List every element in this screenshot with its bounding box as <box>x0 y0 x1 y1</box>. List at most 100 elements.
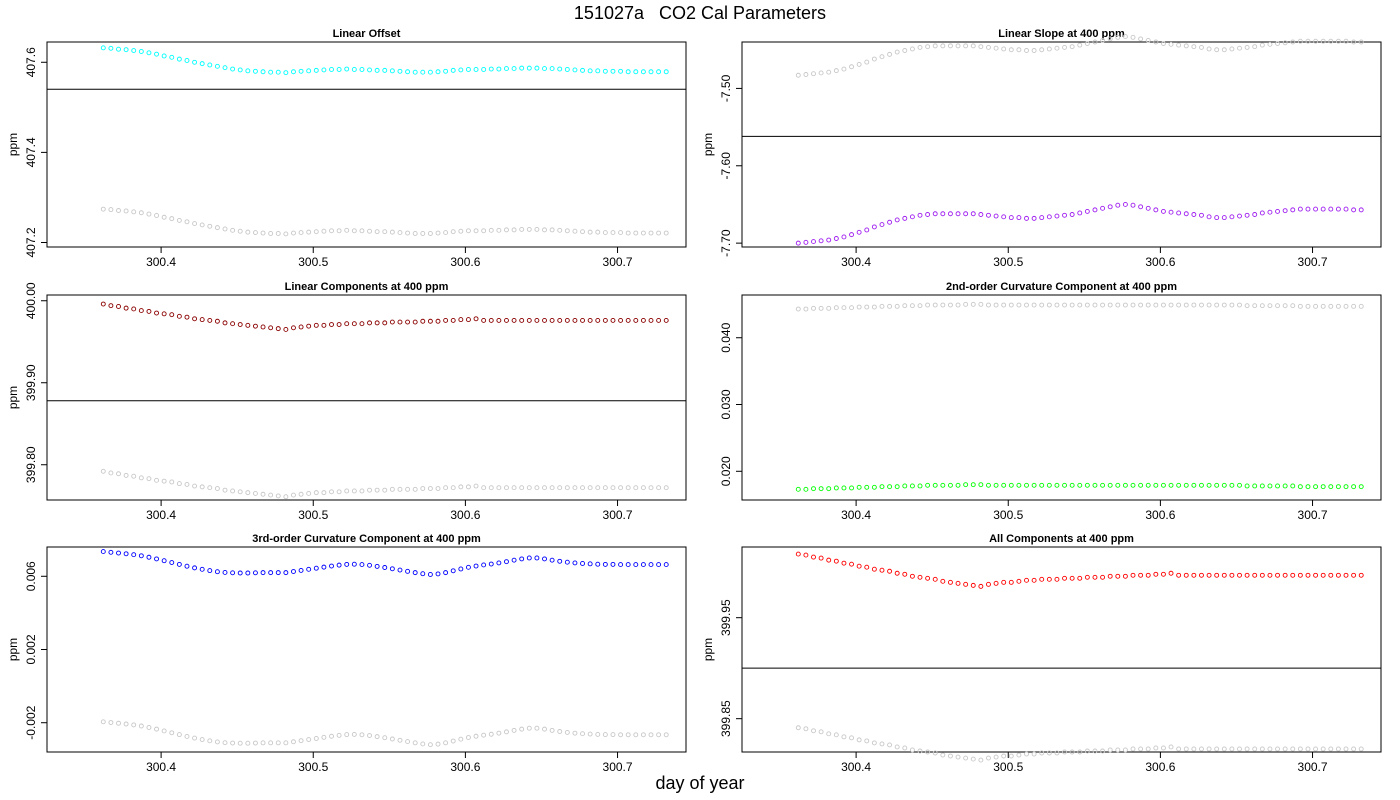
data-point <box>367 562 372 568</box>
data-point <box>1046 302 1052 308</box>
data-point <box>321 490 327 496</box>
data-point <box>481 732 487 738</box>
data-point <box>382 487 388 493</box>
data-point <box>488 66 494 72</box>
data-point <box>625 562 631 568</box>
data-point <box>199 566 205 572</box>
data-point <box>1183 302 1189 308</box>
data-point <box>397 737 403 743</box>
data-point <box>887 568 893 574</box>
data-point <box>405 568 411 574</box>
data-point <box>1024 215 1029 221</box>
x-tick-label: 300.5 <box>993 760 1023 774</box>
data-point <box>1168 744 1174 750</box>
data-point <box>116 208 121 213</box>
data-point <box>138 210 144 216</box>
data-point <box>909 747 915 753</box>
data-point <box>397 319 403 325</box>
data-point <box>1001 214 1007 220</box>
data-point <box>970 756 976 762</box>
data-point <box>1107 204 1113 210</box>
data-point <box>1244 572 1250 578</box>
data-point <box>557 66 563 72</box>
data-point <box>618 230 624 236</box>
data-point <box>1122 302 1128 308</box>
data-point <box>1122 34 1128 40</box>
data-point <box>894 303 900 309</box>
data-point <box>496 66 502 72</box>
data-point <box>116 46 121 52</box>
data-point <box>306 490 312 496</box>
data-point <box>640 230 646 236</box>
data-point <box>427 231 433 236</box>
data-point <box>367 320 372 326</box>
data-point <box>902 303 908 309</box>
x-tick-label: 300.5 <box>298 760 328 774</box>
data-point <box>534 555 540 561</box>
data-point <box>1275 208 1280 214</box>
data-point <box>1199 746 1204 752</box>
data-point <box>374 563 380 569</box>
data-point <box>351 228 357 234</box>
data-point <box>283 70 289 76</box>
data-point <box>871 304 877 310</box>
data-point <box>1115 34 1121 40</box>
data-point <box>268 231 274 236</box>
data-point <box>633 317 639 323</box>
data-point <box>1069 749 1075 755</box>
data-point <box>321 67 327 73</box>
data-point <box>405 739 411 745</box>
data-point <box>1176 302 1182 308</box>
data-point <box>351 321 357 327</box>
y-tick-label: 399.80 <box>24 446 38 483</box>
data-point <box>572 228 578 234</box>
data-point <box>902 571 908 577</box>
data-point <box>1062 212 1067 218</box>
data-point <box>572 560 578 566</box>
data-point <box>1237 302 1242 308</box>
data-point <box>192 59 198 65</box>
data-point <box>1297 746 1303 752</box>
data-point <box>123 305 129 311</box>
data-point <box>1153 571 1159 577</box>
data-point <box>123 208 129 214</box>
data-point <box>473 563 479 569</box>
data-point <box>1130 202 1136 208</box>
data-point <box>940 482 946 488</box>
data-point <box>1008 47 1014 53</box>
data-point <box>625 732 631 738</box>
data-point <box>656 230 662 236</box>
data-point <box>955 754 961 760</box>
data-point <box>1351 746 1357 752</box>
data-point <box>549 227 555 233</box>
data-point <box>161 728 167 734</box>
data-point <box>488 485 494 491</box>
data-point <box>542 726 547 732</box>
data-point <box>1176 42 1182 48</box>
data-point <box>595 68 601 74</box>
data-point <box>458 67 464 73</box>
data-point <box>1168 302 1174 308</box>
data-point <box>894 570 900 576</box>
data-point <box>993 213 999 219</box>
data-point <box>222 487 228 493</box>
data-point <box>618 485 624 491</box>
data-point <box>1100 205 1106 211</box>
data-point <box>131 209 137 215</box>
data-point <box>833 558 839 564</box>
data-point <box>1115 302 1121 308</box>
data-point <box>580 317 585 323</box>
data-point <box>1252 212 1258 217</box>
data-point <box>993 302 999 308</box>
data-point <box>1267 746 1273 752</box>
data-point <box>894 744 900 750</box>
data-point <box>138 308 144 314</box>
data-point <box>481 317 487 323</box>
data-point <box>1138 36 1144 42</box>
data-point <box>925 749 931 755</box>
data-point <box>123 472 129 478</box>
data-point <box>549 557 555 563</box>
data-point <box>978 44 984 50</box>
plot-frame <box>46 294 687 501</box>
data-point <box>1229 214 1235 220</box>
